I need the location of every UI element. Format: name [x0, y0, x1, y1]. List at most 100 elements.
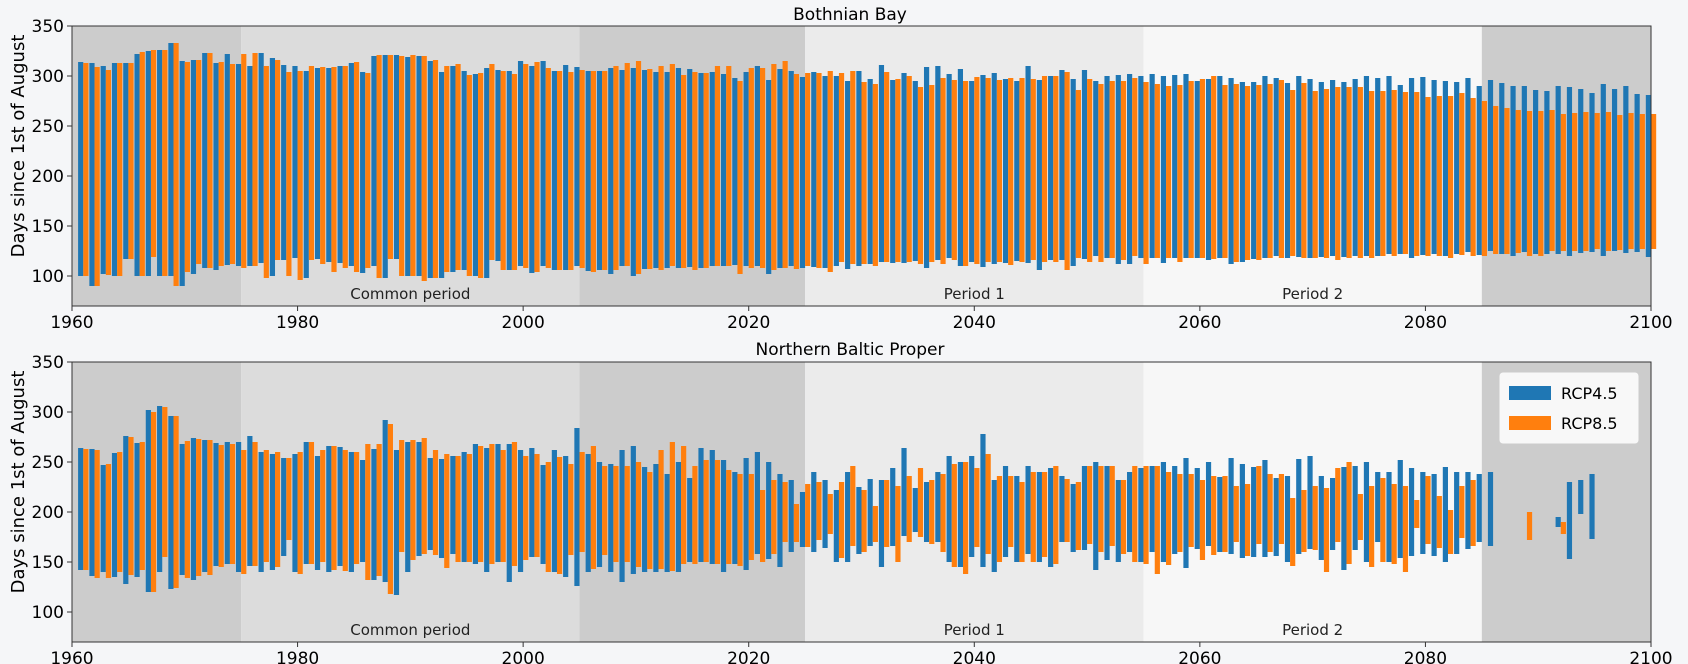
bar-rcp85: [1414, 92, 1420, 256]
bar-rcp85: [1267, 474, 1273, 552]
bar-rcp45: [1375, 472, 1381, 542]
bar-rcp85: [1098, 466, 1104, 552]
y-axis-label: Days since 1st of August: [8, 35, 29, 258]
bar-rcp85: [1053, 466, 1059, 564]
bar-rcp45: [1149, 74, 1155, 258]
bar-rcp45: [1465, 78, 1471, 252]
bar-rcp45: [1081, 466, 1088, 550]
bar-rcp85: [1132, 466, 1138, 562]
bar-rcp85: [1256, 466, 1262, 544]
bar-rcp45: [472, 444, 479, 564]
bar-rcp85: [1075, 482, 1081, 550]
bar-rcp85: [534, 62, 540, 272]
bar-rcp85: [432, 60, 439, 278]
bar-rcp45: [720, 74, 727, 266]
bar-rcp85: [1323, 488, 1330, 572]
bar-rcp45: [326, 68, 332, 262]
bar-rcp85: [117, 452, 123, 572]
legend: RCP4.5 RCP8.5: [1498, 371, 1640, 445]
axis-ticks: 1960 1980 2000 2020 2040 2060 2080 2100 100 150 20…: [32, 353, 1673, 664]
bar-rcp85: [1143, 82, 1149, 264]
bar-rcp45: [314, 68, 321, 259]
bar-rcp45: [495, 444, 501, 562]
bar-rcp85: [737, 81, 743, 274]
bar-rcp45: [1487, 80, 1494, 251]
x-tick-label: 2020: [727, 649, 770, 664]
bar-rcp45: [371, 56, 377, 266]
bar-rcp85: [331, 67, 337, 272]
bar-rcp45: [405, 442, 411, 572]
bar-rcp45: [235, 442, 242, 572]
bar-rcp45: [157, 50, 163, 276]
bar-rcp45: [1262, 76, 1268, 258]
bar-rcp45: [529, 448, 535, 557]
bar-rcp45: [382, 55, 388, 278]
bar-rcp45: [439, 459, 445, 558]
bar-rcp45: [1273, 478, 1279, 556]
bar-rcp85: [861, 490, 867, 552]
bar-rcp45: [1578, 89, 1584, 253]
bar-rcp45: [517, 450, 524, 572]
bar-rcp85: [714, 460, 721, 564]
bar-rcp85: [1335, 468, 1341, 542]
y-tick-label: 100: [32, 603, 64, 623]
legend-label: RCP4.5: [1561, 384, 1618, 403]
bar-rcp45: [269, 58, 276, 276]
bar-rcp45: [923, 67, 930, 268]
bar-rcp45: [1217, 76, 1223, 258]
bar-rcp85: [602, 71, 608, 270]
bar-rcp45: [720, 460, 727, 572]
bar-rcp45: [78, 448, 84, 570]
bar-rcp85: [523, 64, 529, 268]
bar-rcp85: [737, 474, 743, 566]
bar-rcp85: [793, 74, 800, 269]
bar-rcp85: [669, 64, 675, 266]
bar-rcp45: [303, 442, 309, 564]
bar-rcp45: [822, 76, 828, 268]
bar-rcp85: [568, 72, 574, 270]
bar-rcp45: [145, 410, 151, 592]
period-labels: Common period Period 1 Period 2: [350, 621, 1343, 639]
bar-rcp85: [613, 466, 619, 562]
bar-rcp45: [1172, 75, 1178, 258]
bar-rcp85: [83, 63, 89, 276]
bar-rcp45: [1600, 84, 1606, 256]
bar-rcp85: [816, 482, 822, 540]
bar-rcp45: [281, 458, 287, 556]
bar-rcp45: [1251, 82, 1257, 259]
bar-rcp85: [196, 439, 202, 576]
bar-rcp45: [1251, 467, 1257, 557]
bar-rcp85: [297, 452, 303, 574]
bar-rcp85: [1493, 106, 1499, 254]
bar-rcp45: [766, 80, 772, 274]
bar-rcp85: [184, 62, 190, 272]
bar-rcp85: [895, 486, 901, 562]
bar-rcp45: [100, 465, 106, 572]
bar-rcp45: [1589, 93, 1595, 252]
x-tick-label: 2100: [1629, 313, 1672, 333]
bar-rcp85: [1335, 87, 1341, 260]
bar-rcp85: [1233, 486, 1239, 542]
bar-rcp45: [1307, 79, 1313, 258]
bar-rcp45: [630, 68, 636, 276]
bar-rcp45: [1262, 460, 1268, 557]
bar-rcp85: [184, 441, 190, 578]
bar-rcp85: [951, 464, 957, 567]
bar-rcp85: [1019, 78, 1025, 262]
bar-rcp85: [1087, 466, 1093, 544]
bar-rcp85: [895, 79, 901, 262]
bar-rcp45: [1048, 76, 1054, 260]
bar-rcp85: [1019, 482, 1025, 562]
bar-rcp85: [703, 73, 709, 268]
bar-rcp45: [642, 70, 648, 269]
bar-rcp85: [1346, 462, 1352, 564]
bar-rcp45: [551, 450, 557, 572]
bar-rcp85: [1560, 114, 1566, 251]
bar-rcp45: [1487, 472, 1494, 546]
bar-rcp45: [78, 62, 84, 276]
bar-rcp45: [1420, 77, 1426, 255]
bar-rcp45: [754, 452, 760, 554]
bar-rcp85: [308, 442, 315, 564]
bar-marks: [78, 43, 1657, 286]
bar-rcp85: [974, 468, 980, 547]
